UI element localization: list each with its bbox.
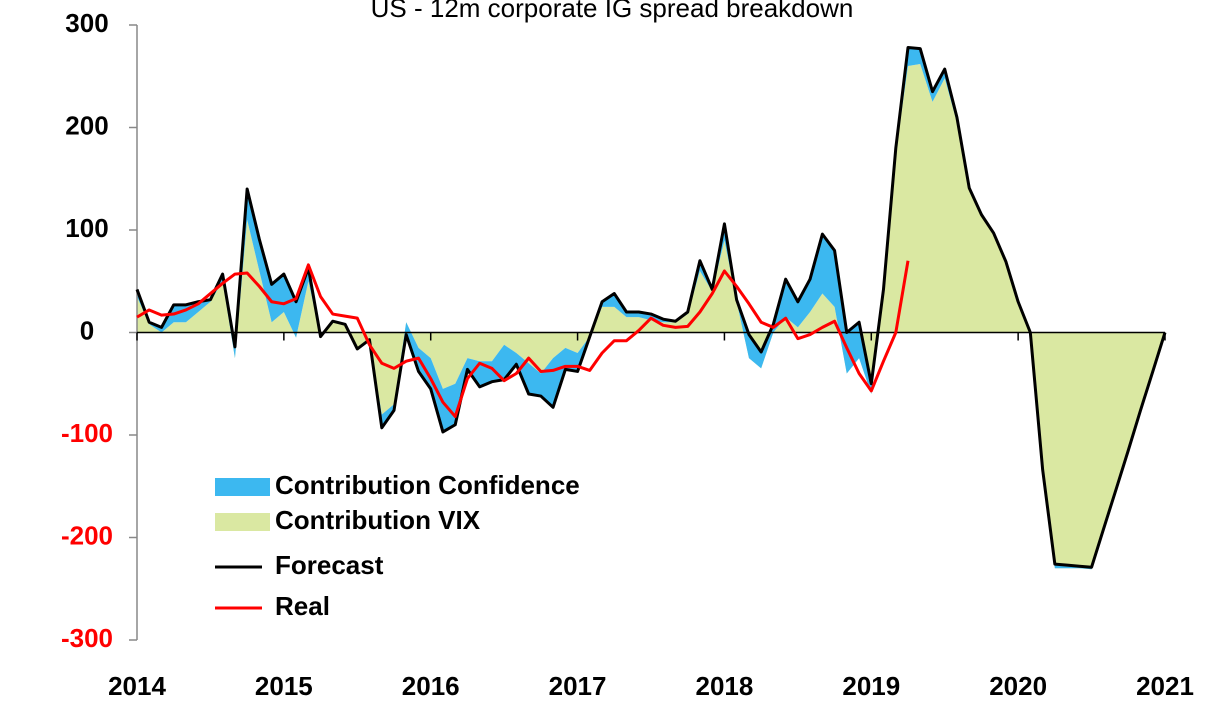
- legend-label: Contribution Confidence: [275, 470, 580, 500]
- y-tick-label: 100: [65, 213, 108, 243]
- legend-label: Real: [275, 591, 330, 621]
- legend-swatch: [215, 513, 270, 531]
- y-tick-label: 300: [65, 8, 108, 38]
- x-tick-label: 2017: [549, 671, 607, 701]
- x-tick-label: 2018: [696, 671, 754, 701]
- y-tick-label: -100: [61, 418, 113, 448]
- x-tick-label: 2014: [108, 671, 166, 701]
- legend-label: Forecast: [275, 550, 384, 580]
- legend-label: Contribution VIX: [275, 505, 481, 535]
- x-tick-label: 2021: [1136, 671, 1194, 701]
- y-tick-label: -300: [61, 623, 113, 653]
- area: [137, 63, 1165, 570]
- line: [136, 260, 910, 419]
- x-tick-label: 2015: [255, 671, 313, 701]
- y-tick-label: 200: [65, 110, 108, 140]
- y-tick-label: -200: [61, 520, 113, 550]
- x-tick-label: 2016: [402, 671, 460, 701]
- legend-swatch: [215, 478, 270, 496]
- x-tick-label: 2019: [842, 671, 900, 701]
- x-tick-label: 2020: [989, 671, 1047, 701]
- y-tick-label: 0: [80, 315, 94, 345]
- chart-title: US - 12m corporate IG spread breakdown: [371, 0, 854, 23]
